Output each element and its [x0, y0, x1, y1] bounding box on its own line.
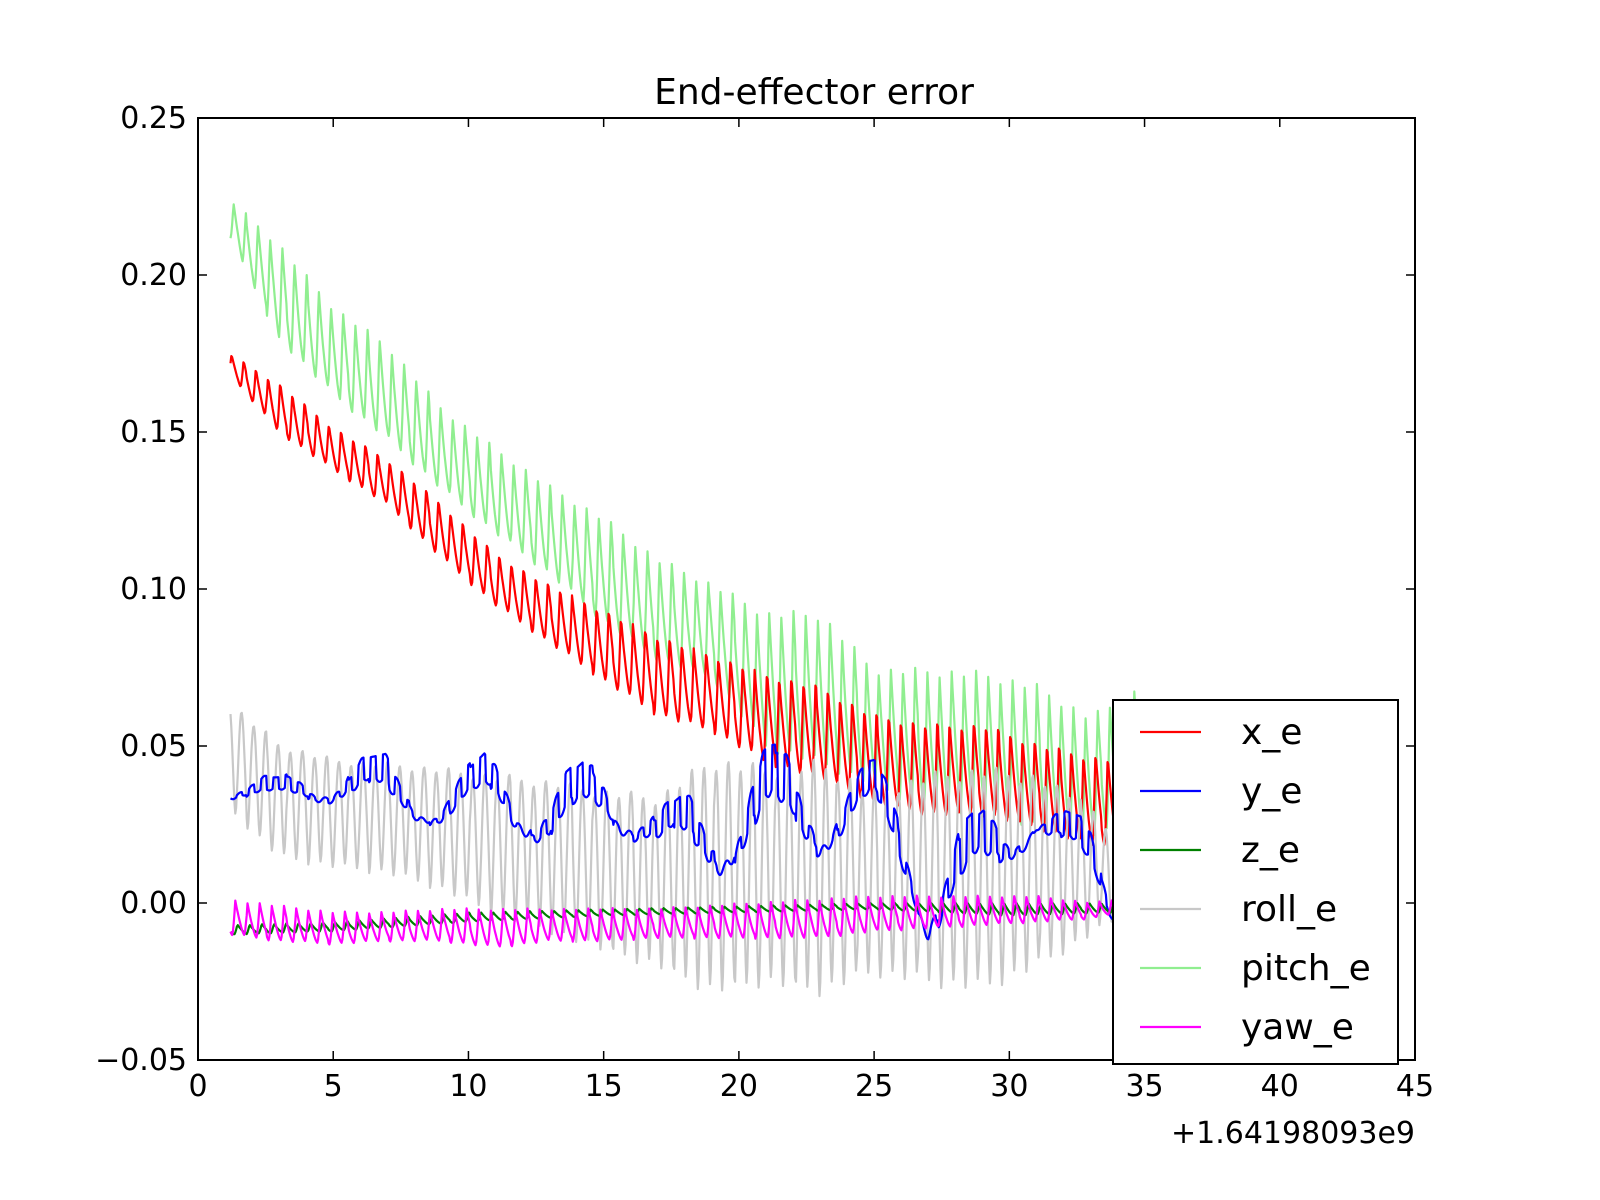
- axis-ticks: 0 5 10 15 20 25 30 35 40 45 −0.05 0.00 0.05 0.10 0.15 0…: [95, 101, 1434, 1104]
- series-line-y-e: [230, 743, 1119, 941]
- y-tick-label: 0.20: [120, 258, 187, 293]
- x-tick-label: 0: [188, 1069, 207, 1104]
- x-tick-label: 35: [1125, 1069, 1163, 1104]
- series-line-pitch-e: [229, 203, 1146, 844]
- x-tick-label: 45: [1396, 1069, 1434, 1104]
- x-tick-label: 20: [720, 1069, 758, 1104]
- y-tick-label: −0.05: [95, 1043, 187, 1078]
- x-tick-label: 15: [585, 1069, 623, 1104]
- series-line-roll-e: [229, 711, 1119, 998]
- series-line-yaw-e: [229, 894, 1119, 948]
- y-tick-label: 0.05: [120, 729, 187, 764]
- x-tick-label: 30: [990, 1069, 1028, 1104]
- y-tick-label: 0.10: [120, 572, 187, 607]
- chart-title: End-effector error: [654, 72, 974, 113]
- x-tick-label: 40: [1261, 1069, 1299, 1104]
- legend-box: [1112, 699, 1399, 1065]
- legend: x_e y_e z_e roll_e pitch_e yaw_e: [1112, 699, 1399, 1065]
- legend-label: pitch_e: [1241, 948, 1371, 989]
- x-tick-label: 25: [855, 1069, 893, 1104]
- x-tick-label: 5: [324, 1069, 343, 1104]
- x-axis-offset-label: +1.64198093e9: [1171, 1116, 1415, 1151]
- legend-label: x_e: [1241, 712, 1302, 753]
- series-layer: [229, 203, 1146, 998]
- legend-label: y_e: [1241, 771, 1302, 812]
- legend-label: z_e: [1241, 830, 1300, 871]
- y-tick-label: 0.00: [120, 886, 187, 921]
- legend-label: yaw_e: [1241, 1007, 1354, 1048]
- x-tick-label: 10: [449, 1069, 487, 1104]
- y-tick-label: 0.15: [120, 415, 187, 450]
- legend-label: roll_e: [1241, 889, 1337, 930]
- y-tick-label: 0.25: [120, 101, 187, 136]
